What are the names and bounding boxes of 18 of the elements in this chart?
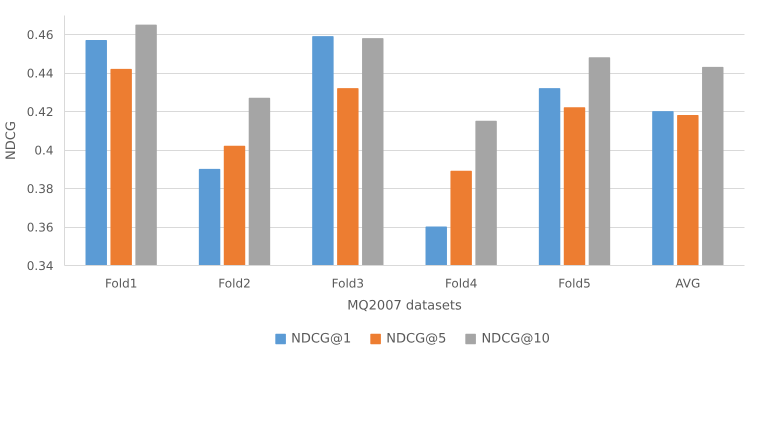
y-tick-label: 0.4 [34,144,54,158]
x-tick-label: Fold2 [218,276,251,290]
x-tick-label: Fold1 [104,276,138,290]
x-tick-label: Fold3 [332,276,364,290]
y-tick-label: 0.46 [26,28,54,42]
legend-label: NDCG@1 [291,331,352,346]
y-tick-label: 0.38 [26,182,54,196]
x-axis-title: MQ2007 datasets [347,298,462,314]
y-tick-label: 0.34 [26,259,54,273]
y-axis-title: NDCG [4,121,19,160]
x-tick-label: AVG [675,276,700,290]
x-tick-label: Fold5 [558,276,591,290]
y-tick-label: 0.42 [26,105,54,120]
y-tick-label: 0.36 [26,220,54,235]
y-tick-label: 0.44 [26,66,54,81]
legend-label: NDCG@10 [481,331,550,346]
legend-label: NDCG@5 [386,331,446,346]
x-tick-label: Fold4 [444,276,478,290]
